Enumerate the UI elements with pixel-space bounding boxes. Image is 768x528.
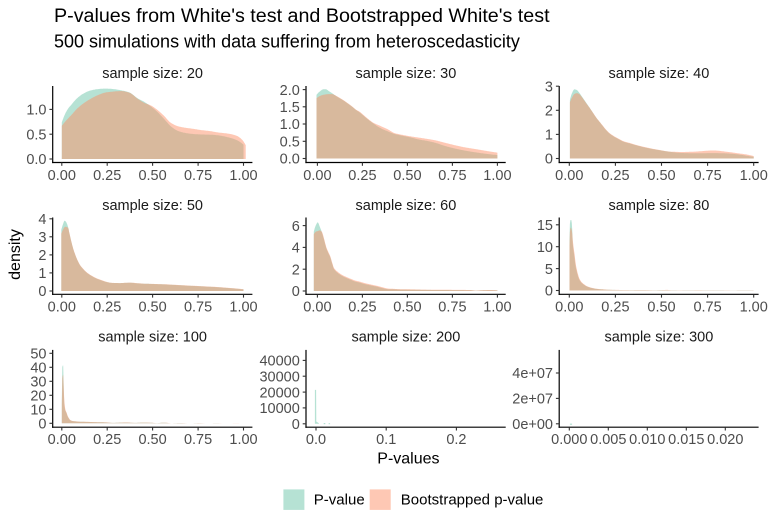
svg-text:50: 50 [30,347,46,363]
svg-text:0: 0 [38,417,46,433]
svg-text:sample size: 80: sample size: 80 [609,198,710,214]
svg-text:0.25: 0.25 [601,300,629,316]
svg-text:P-values: P-values [377,451,439,468]
svg-text:1.00: 1.00 [483,300,511,316]
svg-text:10: 10 [30,403,46,419]
svg-text:0.00: 0.00 [555,168,583,184]
svg-text:40000: 40000 [259,354,299,370]
svg-text:0.75: 0.75 [693,300,721,316]
svg-text:0.015: 0.015 [668,432,704,448]
svg-text:1.00: 1.00 [229,168,257,184]
svg-text:sample size: 30: sample size: 30 [356,66,457,82]
svg-text:1: 1 [545,128,553,144]
svg-text:0.005: 0.005 [590,432,626,448]
svg-text:0: 0 [38,284,46,300]
svg-text:1.00: 1.00 [483,168,511,184]
svg-text:0.75: 0.75 [184,168,212,184]
svg-text:1.5: 1.5 [280,100,300,116]
svg-text:2: 2 [545,104,553,120]
svg-text:10000: 10000 [259,401,299,417]
svg-text:10: 10 [537,240,553,256]
svg-text:40: 40 [30,361,46,377]
svg-text:2.0: 2.0 [280,83,300,99]
svg-text:0.010: 0.010 [629,432,665,448]
svg-text:0.00: 0.00 [303,300,331,316]
svg-text:0: 0 [545,152,553,168]
svg-text:0.25: 0.25 [348,300,376,316]
svg-text:1.0: 1.0 [26,103,46,119]
svg-text:sample size: 200: sample size: 200 [351,330,460,346]
svg-text:1.0: 1.0 [280,117,300,133]
svg-text:1.00: 1.00 [740,168,768,184]
svg-text:1.00: 1.00 [740,300,768,316]
svg-text:Bootstrapped p-value: Bootstrapped p-value [401,492,544,509]
svg-text:sample size: 300: sample size: 300 [604,330,713,346]
svg-text:0.0: 0.0 [280,152,300,168]
svg-text:1.00: 1.00 [229,300,257,316]
svg-text:0.000: 0.000 [551,432,587,448]
svg-text:0.00: 0.00 [303,168,331,184]
svg-text:0.00: 0.00 [48,432,76,448]
svg-text:0.75: 0.75 [438,300,466,316]
svg-text:0: 0 [545,284,553,300]
svg-text:0.75: 0.75 [693,168,721,184]
svg-text:0.25: 0.25 [93,300,121,316]
svg-text:0: 0 [292,284,300,300]
svg-text:30000: 30000 [259,369,299,385]
svg-text:0.00: 0.00 [48,168,76,184]
svg-text:0.50: 0.50 [138,168,166,184]
svg-text:0.25: 0.25 [93,432,121,448]
svg-text:0.25: 0.25 [93,168,121,184]
svg-text:P-values from White's test and: P-values from White's test and Bootstrap… [54,5,550,27]
svg-text:0.25: 0.25 [348,168,376,184]
svg-text:0.5: 0.5 [280,135,300,151]
svg-text:4: 4 [38,212,46,228]
svg-text:0: 0 [292,417,300,433]
svg-text:30: 30 [30,375,46,391]
svg-text:0.5: 0.5 [26,127,46,143]
svg-text:1: 1 [38,266,46,282]
svg-text:3: 3 [545,79,553,95]
svg-text:0.50: 0.50 [393,168,421,184]
svg-text:15: 15 [537,218,553,234]
svg-text:1.00: 1.00 [229,432,257,448]
svg-text:0.50: 0.50 [647,168,675,184]
svg-text:0.50: 0.50 [647,300,675,316]
svg-text:sample size: 40: sample size: 40 [609,66,710,82]
svg-text:0.50: 0.50 [138,432,166,448]
svg-text:0.75: 0.75 [438,168,466,184]
svg-text:4e+07: 4e+07 [512,366,553,382]
svg-text:2: 2 [292,262,300,278]
svg-text:0.00: 0.00 [555,300,583,316]
svg-text:0.2: 0.2 [446,432,466,448]
svg-text:0.25: 0.25 [601,168,629,184]
svg-text:0.1: 0.1 [376,432,396,448]
svg-text:P-value: P-value [314,492,365,509]
svg-text:20: 20 [30,389,46,405]
svg-text:5: 5 [545,262,553,278]
svg-text:density: density [7,229,24,280]
svg-text:0.020: 0.020 [707,432,743,448]
svg-text:sample size: 60: sample size: 60 [356,198,457,214]
svg-text:3: 3 [38,230,46,246]
svg-text:4: 4 [292,241,300,257]
svg-text:0.75: 0.75 [184,300,212,316]
svg-text:0.0: 0.0 [306,432,326,448]
svg-text:0.75: 0.75 [184,432,212,448]
svg-text:sample size: 50: sample size: 50 [102,198,203,214]
svg-text:0.0: 0.0 [26,152,46,168]
svg-text:2e+07: 2e+07 [512,392,553,408]
svg-text:20000: 20000 [259,385,299,401]
svg-text:0e+00: 0e+00 [512,417,553,433]
svg-text:0.50: 0.50 [138,300,166,316]
svg-text:6: 6 [292,219,300,235]
svg-text:sample size: 100: sample size: 100 [98,330,207,346]
svg-text:500 simulations with data suff: 500 simulations with data suffering from… [54,32,520,52]
svg-text:0.50: 0.50 [393,300,421,316]
svg-text:2: 2 [38,248,46,264]
svg-text:0.00: 0.00 [48,300,76,316]
svg-text:sample size: 20: sample size: 20 [102,66,203,82]
